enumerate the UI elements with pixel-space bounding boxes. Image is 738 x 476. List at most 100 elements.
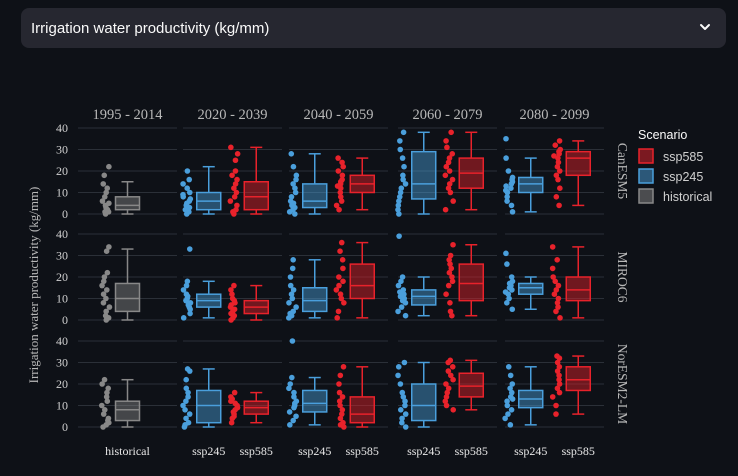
data-point — [395, 372, 401, 379]
data-point — [293, 176, 299, 183]
data-point — [554, 353, 560, 359]
box-ssp585 — [333, 239, 376, 321]
data-point — [228, 394, 234, 400]
data-point — [554, 368, 561, 374]
chevron-down-icon[interactable] — [698, 20, 712, 34]
y-tick-label: 20 — [56, 164, 68, 178]
data-point — [446, 181, 453, 187]
data-point — [337, 248, 343, 254]
data-point — [505, 364, 512, 370]
period-title: 2040 - 2059 — [303, 107, 373, 123]
data-point — [337, 372, 344, 379]
period-title: 2020 - 2039 — [197, 107, 267, 123]
box-iqr — [410, 383, 437, 422]
data-point — [335, 308, 342, 315]
data-point — [554, 385, 561, 392]
period-title: 2080 - 2099 — [519, 107, 589, 123]
data-point — [340, 278, 346, 285]
data-point — [443, 163, 450, 170]
data-point — [502, 289, 509, 295]
data-point — [400, 172, 406, 179]
box-ssp585 — [333, 155, 376, 213]
data-point — [337, 291, 344, 298]
data-point — [231, 282, 237, 289]
y-axis-label: Irrigation water productivity (kg/mm) — [26, 187, 41, 384]
data-point — [553, 287, 560, 293]
data-point — [449, 151, 456, 157]
data-point — [552, 278, 559, 285]
data-point — [554, 300, 561, 306]
data-point — [103, 295, 109, 302]
data-point — [447, 357, 454, 364]
data-point — [395, 364, 402, 370]
data-point — [336, 206, 342, 213]
data-point — [100, 291, 107, 298]
data-point — [553, 172, 560, 179]
x-tick-label: ssp245 — [514, 444, 547, 458]
data-point — [443, 381, 449, 387]
box-historical — [98, 376, 141, 430]
y-tick-label: 30 — [56, 143, 68, 157]
data-point — [106, 304, 113, 310]
data-point — [183, 376, 190, 383]
data-point — [448, 265, 455, 272]
data-point — [447, 372, 454, 379]
data-point — [99, 282, 105, 289]
y-tick-label: 40 — [56, 227, 68, 241]
data-point — [446, 269, 453, 276]
data-point — [396, 233, 402, 239]
data-point — [442, 172, 449, 179]
x-tick-label: ssp585 — [240, 444, 273, 458]
data-point — [447, 252, 454, 259]
data-point — [504, 198, 510, 204]
data-point — [104, 398, 111, 405]
data-point — [180, 191, 186, 198]
legend-swatch-historical — [638, 188, 654, 204]
x-tick-label: ssp585 — [562, 444, 595, 458]
data-point — [551, 153, 557, 159]
data-point — [101, 274, 108, 280]
data-point — [335, 155, 341, 161]
data-point — [449, 278, 456, 285]
box-ssp585 — [227, 282, 270, 323]
data-point — [444, 389, 451, 396]
data-point — [286, 385, 292, 392]
data-point — [504, 300, 510, 306]
data-point — [508, 185, 514, 191]
data-point — [336, 398, 343, 405]
data-point — [183, 385, 190, 392]
data-point — [186, 176, 193, 183]
data-point — [180, 315, 187, 321]
data-point — [338, 198, 345, 204]
legend-label-ssp245: ssp245 — [663, 170, 703, 184]
data-point — [336, 282, 342, 289]
data-point — [231, 185, 237, 191]
variable-select[interactable]: Irrigation water productivity (kg/mm) — [21, 8, 726, 48]
data-point — [505, 168, 512, 174]
data-point — [229, 291, 235, 298]
data-point — [334, 315, 341, 321]
data-point — [187, 310, 193, 317]
data-point — [402, 424, 409, 430]
model-label: MIROC6 — [615, 251, 630, 302]
data-point — [232, 168, 239, 174]
data-point — [103, 248, 110, 254]
data-point — [338, 411, 345, 417]
data-point — [449, 176, 456, 183]
data-point — [183, 398, 189, 405]
data-point — [402, 398, 408, 405]
data-point — [338, 295, 345, 302]
data-point — [508, 202, 515, 209]
data-point — [401, 163, 407, 170]
y-tick-label: 30 — [56, 356, 68, 370]
data-point — [335, 168, 342, 174]
box-iqr — [565, 276, 592, 302]
data-point — [445, 185, 452, 191]
x-tick-label: ssp245 — [192, 444, 225, 458]
data-point — [100, 181, 107, 187]
data-point — [336, 389, 343, 396]
box-ssp585 — [549, 353, 592, 417]
box-historical — [99, 163, 141, 217]
data-point — [339, 394, 346, 400]
data-point — [504, 398, 510, 405]
